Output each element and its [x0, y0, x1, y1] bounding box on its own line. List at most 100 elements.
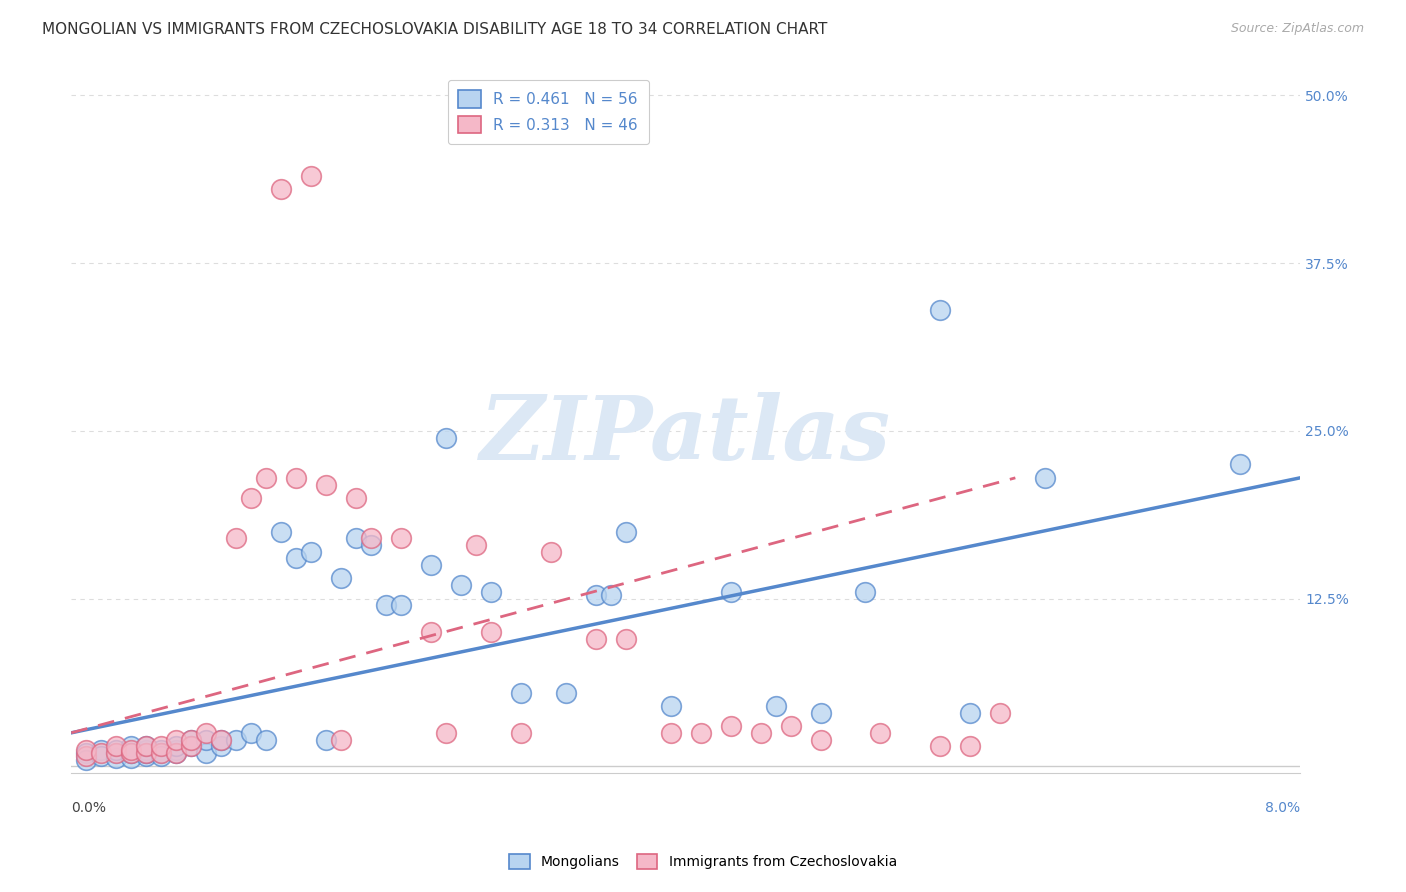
Point [855, 585, 877, 599]
Text: Source: ZipAtlas.com: Source: ZipAtlas.com [1230, 22, 1364, 36]
Point [120, 746, 142, 760]
Point [120, 743, 142, 757]
Point [254, 732, 277, 747]
Point [285, 551, 308, 566]
Point [225, 531, 247, 545]
Point [180, 732, 202, 747]
Point [150, 748, 173, 763]
Point [614, 524, 637, 539]
Point [869, 726, 891, 740]
Point [479, 625, 502, 640]
Point [554, 685, 576, 699]
Point [105, 743, 128, 757]
Point [659, 726, 682, 740]
Point [285, 471, 308, 485]
Point [344, 531, 367, 545]
Point [165, 732, 187, 747]
Point [419, 625, 441, 640]
Point [689, 726, 711, 740]
Point [209, 732, 232, 747]
Point [75, 743, 97, 757]
Point [135, 746, 157, 760]
Point [120, 739, 142, 754]
Point [959, 706, 981, 720]
Point [90, 746, 112, 760]
Point [120, 751, 142, 765]
Point [150, 739, 173, 754]
Point [209, 732, 232, 747]
Point [165, 743, 187, 757]
Point [180, 739, 202, 754]
Point [419, 558, 441, 572]
Point [90, 743, 112, 757]
Text: MONGOLIAN VS IMMIGRANTS FROM CZECHOSLOVAKIA DISABILITY AGE 18 TO 34 CORRELATION : MONGOLIAN VS IMMIGRANTS FROM CZECHOSLOVA… [42, 22, 828, 37]
Point [135, 748, 157, 763]
Text: 0.0%: 0.0% [72, 801, 107, 815]
Point [959, 739, 981, 754]
Point [585, 588, 607, 602]
Point [135, 743, 157, 757]
Point [585, 632, 607, 646]
Point [75, 746, 97, 760]
Point [765, 698, 787, 713]
Point [75, 753, 97, 767]
Point [180, 739, 202, 754]
Point [434, 726, 457, 740]
Text: ZIPatlas: ZIPatlas [481, 392, 891, 478]
Point [240, 491, 263, 505]
Point [240, 726, 263, 740]
Point [165, 746, 187, 760]
Point [374, 599, 396, 613]
Point [105, 746, 128, 760]
Point [315, 477, 337, 491]
Point [659, 698, 682, 713]
Point [150, 743, 173, 757]
Point [720, 719, 742, 733]
Point [90, 748, 112, 763]
Point [540, 544, 562, 558]
Point [195, 726, 218, 740]
Point [150, 746, 173, 760]
Point [135, 746, 157, 760]
Point [810, 732, 832, 747]
Point [75, 748, 97, 763]
Point [479, 585, 502, 599]
Point [150, 746, 173, 760]
Legend: Mongolians, Immigrants from Czechoslovakia: Mongolians, Immigrants from Czechoslovak… [502, 847, 904, 876]
Point [360, 538, 382, 552]
Point [720, 585, 742, 599]
Point [120, 746, 142, 760]
Point [464, 538, 486, 552]
Point [299, 544, 322, 558]
Point [135, 739, 157, 754]
Point [389, 531, 412, 545]
Point [344, 491, 367, 505]
Point [105, 746, 128, 760]
Point [270, 524, 292, 539]
Point [254, 471, 277, 485]
Point [450, 578, 472, 592]
Point [509, 685, 531, 699]
Point [988, 706, 1011, 720]
Point [209, 739, 232, 754]
Point [225, 732, 247, 747]
Point [299, 169, 322, 183]
Point [105, 751, 128, 765]
Point [929, 739, 952, 754]
Point [195, 746, 218, 760]
Point [360, 531, 382, 545]
Point [929, 303, 952, 318]
Point [749, 726, 772, 740]
Point [270, 182, 292, 196]
Point [315, 732, 337, 747]
Point [810, 706, 832, 720]
Point [614, 632, 637, 646]
Point [1229, 458, 1251, 472]
Point [389, 599, 412, 613]
Point [330, 732, 353, 747]
Point [105, 739, 128, 754]
Point [509, 726, 531, 740]
Point [165, 746, 187, 760]
Legend: R = 0.461   N = 56, R = 0.313   N = 46: R = 0.461 N = 56, R = 0.313 N = 46 [447, 79, 648, 144]
Point [779, 719, 801, 733]
